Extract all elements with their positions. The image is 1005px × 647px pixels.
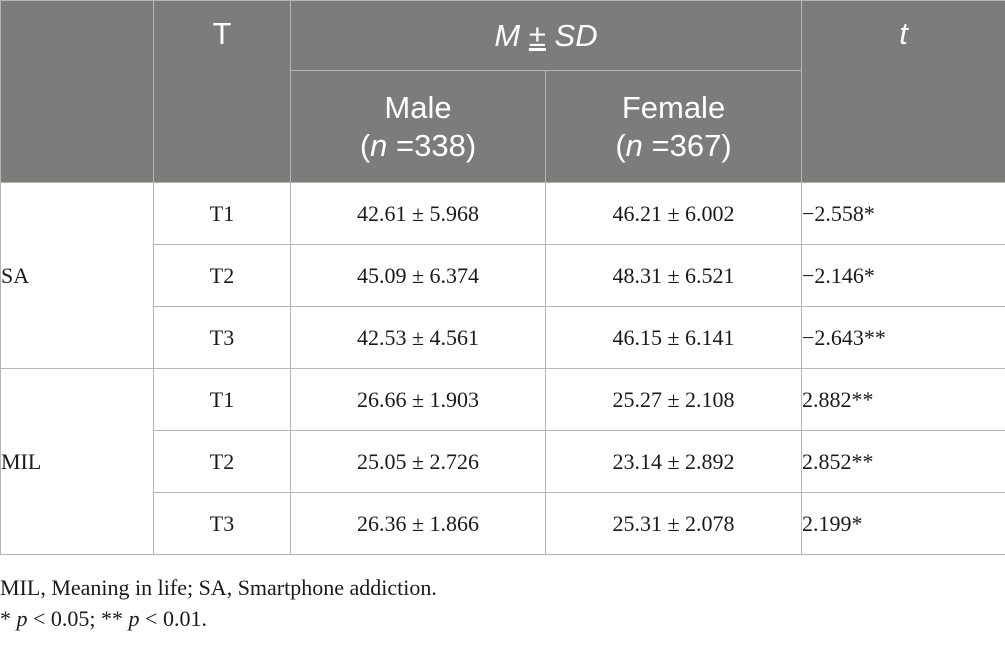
plus-minus-symbol: ± bbox=[528, 17, 546, 53]
male-n-value: =338) bbox=[387, 127, 477, 163]
male-label: Male bbox=[384, 89, 452, 125]
significance-note: * p < 0.05; ** p < 0.01. bbox=[0, 606, 207, 631]
time-cell: T2 bbox=[153, 244, 291, 307]
male-header: Male (n =338) bbox=[290, 70, 546, 183]
table-row: MIL T1 26.66 ± 1.903 25.27 ± 2.108 2.882… bbox=[0, 368, 1005, 555]
male-value-cell: 42.53 ± 4.561 bbox=[290, 306, 546, 369]
female-label: Female bbox=[621, 89, 726, 125]
table-row: T3 26.36 ± 1.866 25.31 ± 2.078 2.199* bbox=[1, 492, 1005, 555]
female-value-cell: 23.14 ± 2.892 bbox=[544, 430, 803, 493]
table-row: T2 25.05 ± 2.726 23.14 ± 2.892 2.852** bbox=[1, 430, 1005, 493]
group-label-sa: SA bbox=[0, 182, 154, 369]
time-cell: T1 bbox=[153, 182, 291, 245]
female-n-value: =367) bbox=[642, 127, 732, 163]
time-cell: T1 bbox=[153, 368, 291, 431]
male-value-cell: 26.36 ± 1.866 bbox=[290, 492, 546, 555]
empty-header-cell bbox=[0, 0, 154, 183]
male-value-cell: 25.05 ± 2.726 bbox=[290, 430, 546, 493]
male-value-cell: 26.66 ± 1.903 bbox=[290, 368, 546, 431]
t-value-cell: 2.199* bbox=[801, 492, 1005, 555]
mean-symbol: M bbox=[494, 17, 521, 53]
male-n-symbol: n bbox=[370, 127, 388, 163]
t-value-cell: −2.146* bbox=[801, 244, 1005, 307]
t-value-cell: 2.852** bbox=[801, 430, 1005, 493]
t-value-cell: −2.558* bbox=[801, 182, 1005, 245]
time-header: T bbox=[153, 0, 291, 183]
female-value-cell: 25.31 ± 2.078 bbox=[544, 492, 803, 555]
t-value-cell: 2.882** bbox=[801, 368, 1005, 431]
table-row: SA T1 42.61 ± 5.968 46.21 ± 6.002 −2.558… bbox=[0, 182, 1005, 369]
mean-sd-header: M ± SD bbox=[289, 0, 803, 71]
female-value-cell: 46.21 ± 6.002 bbox=[544, 182, 803, 245]
time-cell: T3 bbox=[153, 306, 291, 369]
table-notes: MIL, Meaning in life; SA, Smartphone add… bbox=[0, 572, 437, 634]
female-value-cell: 46.15 ± 6.141 bbox=[544, 306, 803, 369]
female-n-symbol: n bbox=[625, 127, 643, 163]
t-statistic-header: t bbox=[801, 0, 1005, 183]
group-label-mil: MIL bbox=[0, 368, 154, 555]
abbreviation-note: MIL, Meaning in life; SA, Smartphone add… bbox=[0, 575, 437, 600]
female-header: Female (n =367) bbox=[544, 70, 803, 183]
female-value-cell: 25.27 ± 2.108 bbox=[544, 368, 803, 431]
male-value-cell: 45.09 ± 6.374 bbox=[290, 244, 546, 307]
time-cell: T3 bbox=[153, 492, 291, 555]
t-value-cell: −2.643** bbox=[801, 306, 1005, 369]
female-value-cell: 48.31 ± 6.521 bbox=[544, 244, 803, 307]
results-table: T M ± SD t Male (n =338) Female (n =367) S… bbox=[0, 0, 1005, 555]
sd-symbol: SD bbox=[554, 17, 598, 53]
time-cell: T2 bbox=[153, 430, 291, 493]
male-value-cell: 42.61 ± 5.968 bbox=[290, 182, 546, 245]
